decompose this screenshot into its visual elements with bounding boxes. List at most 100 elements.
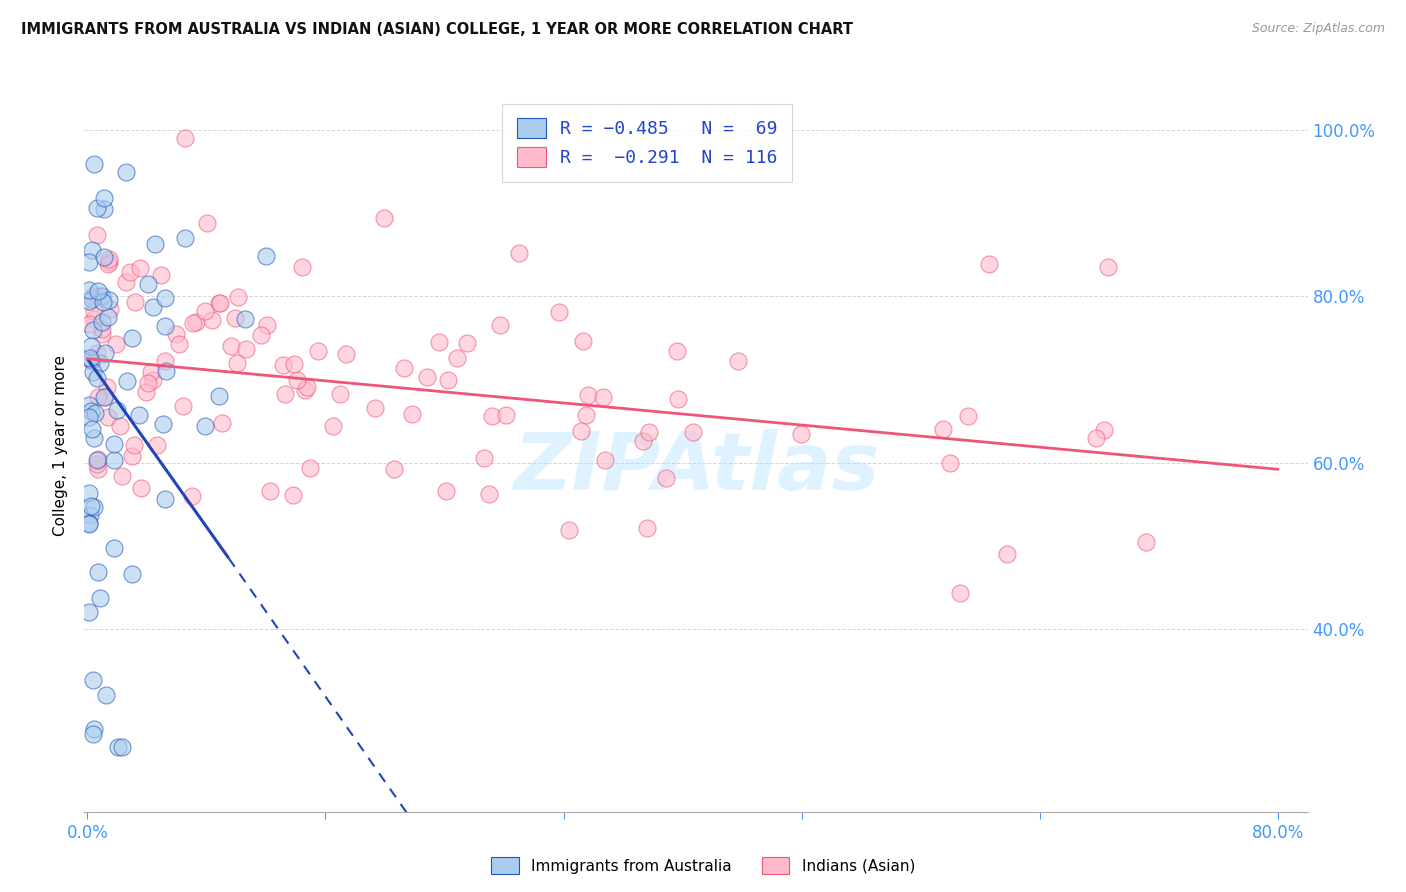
Point — [80, 354, 103, 368]
Point — [94, 688, 117, 702]
Point — [97, 410, 120, 425]
Point — [87, 461, 110, 475]
Point — [274, 387, 297, 401]
Point — [91, 289, 114, 303]
Point — [80, 422, 103, 436]
Point — [437, 373, 460, 387]
Point — [146, 438, 169, 452]
Point — [446, 351, 468, 365]
Point — [80, 292, 103, 306]
Point — [165, 327, 187, 342]
Point — [86, 457, 108, 471]
Point — [155, 292, 177, 306]
Point — [82, 727, 104, 741]
Point — [392, 360, 415, 375]
Point — [77, 318, 100, 332]
Point — [291, 260, 314, 274]
Point — [105, 403, 128, 417]
Point — [194, 418, 217, 433]
Point — [233, 312, 256, 326]
Point — [489, 318, 512, 333]
Point — [173, 131, 195, 145]
Point — [666, 392, 689, 406]
Point — [142, 373, 165, 387]
Point — [108, 419, 131, 434]
Point — [91, 295, 114, 310]
Point — [472, 450, 495, 465]
Point — [86, 452, 108, 467]
Point — [80, 243, 103, 257]
Point — [557, 524, 579, 538]
Point — [94, 345, 117, 359]
Point — [90, 315, 112, 329]
Point — [226, 289, 249, 303]
Point — [87, 566, 110, 580]
Point — [77, 293, 100, 308]
Point — [77, 283, 100, 297]
Point — [139, 365, 162, 379]
Point — [128, 408, 150, 422]
Point — [86, 201, 108, 215]
Point — [115, 374, 138, 388]
Point — [121, 449, 143, 463]
Point — [80, 353, 103, 368]
Point — [153, 492, 176, 507]
Point — [82, 673, 104, 687]
Point — [281, 488, 304, 502]
Point — [83, 312, 105, 326]
Point — [93, 390, 115, 404]
Point — [593, 453, 616, 467]
Point — [94, 390, 117, 404]
Point — [638, 425, 661, 439]
Point — [335, 346, 357, 360]
Point — [83, 304, 105, 318]
Point — [103, 541, 125, 555]
Point — [949, 586, 972, 600]
Point — [79, 508, 101, 522]
Point — [90, 321, 112, 335]
Point — [89, 591, 111, 606]
Point — [121, 331, 143, 345]
Point — [184, 315, 207, 329]
Point — [592, 390, 614, 404]
Point — [456, 335, 478, 350]
Point — [111, 469, 134, 483]
Point — [79, 404, 101, 418]
Point — [1135, 535, 1157, 549]
Point — [636, 521, 658, 535]
Point — [111, 739, 134, 754]
Point — [86, 453, 108, 467]
Point — [77, 255, 100, 269]
Point — [118, 265, 141, 279]
Point — [1097, 260, 1119, 274]
Point — [138, 376, 160, 390]
Point — [208, 295, 231, 310]
Point — [77, 516, 100, 531]
Point — [727, 354, 749, 368]
Point — [273, 358, 295, 372]
Point — [666, 344, 689, 359]
Point — [142, 301, 165, 315]
Point — [77, 606, 100, 620]
Point — [211, 417, 233, 431]
Point — [631, 434, 654, 448]
Point — [155, 363, 177, 377]
Point — [932, 422, 955, 436]
Point — [250, 328, 273, 343]
Point — [382, 462, 405, 476]
Point — [129, 260, 152, 275]
Point — [121, 567, 143, 582]
Point — [235, 342, 257, 356]
Point — [97, 310, 120, 324]
Point — [225, 355, 247, 369]
Point — [83, 430, 105, 444]
Point — [477, 487, 499, 501]
Point — [508, 245, 530, 260]
Point — [575, 408, 598, 422]
Point — [79, 351, 101, 365]
Point — [103, 453, 125, 467]
Point — [87, 284, 110, 298]
Point — [104, 336, 127, 351]
Point — [193, 303, 215, 318]
Point — [298, 461, 321, 475]
